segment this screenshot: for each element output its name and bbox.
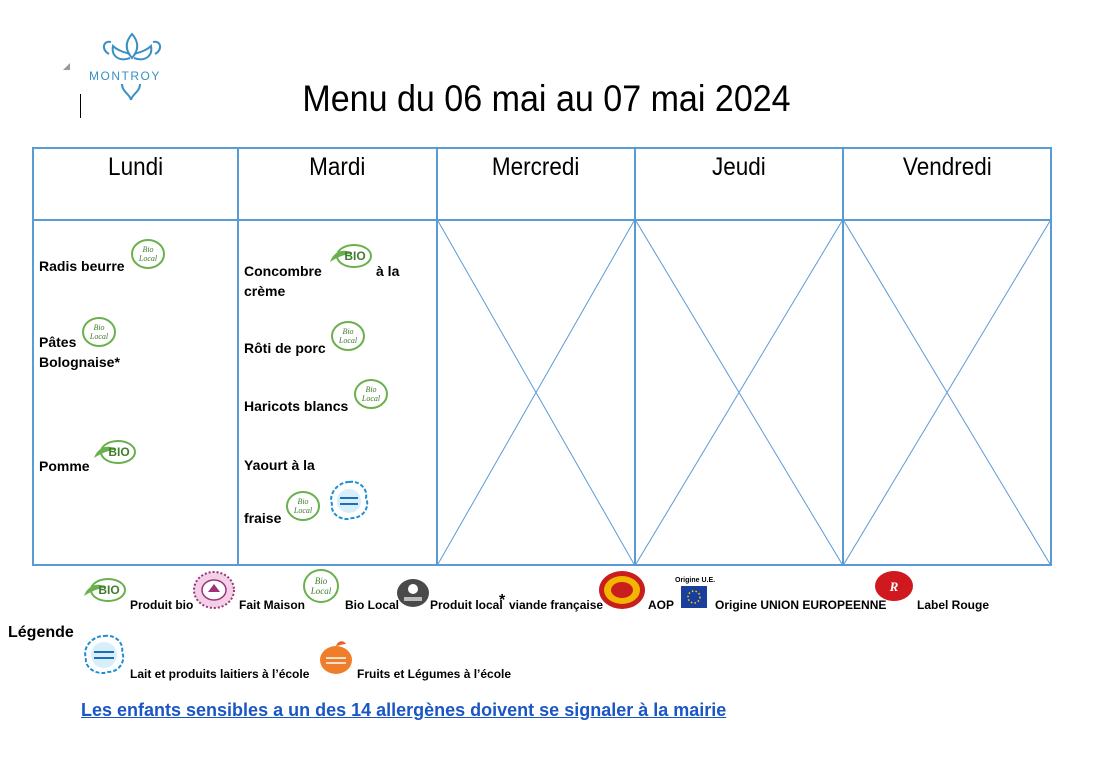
svg-text:BIO: BIO — [344, 249, 365, 263]
legend-fait-maison: Fait Maison — [239, 598, 306, 612]
eu-badge-label: Origine U.E. — [675, 577, 716, 584]
svg-text:Local: Local — [310, 586, 332, 596]
svg-text:Local: Local — [138, 254, 158, 263]
legend-origine-ue: Origine UNION EUROPEENNE — [715, 598, 887, 612]
jeudi-cell — [634, 219, 844, 566]
bio-local-icon: Bio Local — [131, 239, 165, 269]
dish-yaourt: Yaourt à la — [244, 457, 315, 473]
empty-day-cross — [636, 221, 842, 564]
bio-local-icon: Bio Local — [354, 379, 388, 409]
montroy-logo-icon — [103, 32, 161, 61]
legend-label-rouge: Label Rouge — [917, 598, 990, 612]
svg-text:Bio: Bio — [315, 576, 328, 586]
legend-lait: Lait et produits laitiers à l’école — [130, 667, 310, 681]
svg-text:Bio: Bio — [142, 245, 153, 254]
bio-icon: BIO — [84, 578, 126, 602]
legend-title: Légende — [8, 624, 74, 641]
svg-text:Local: Local — [338, 336, 358, 345]
svg-text:Local: Local — [293, 506, 313, 515]
legend-bio-local: Bio Local — [345, 598, 400, 612]
svg-text:Local: Local — [361, 394, 381, 403]
bio-local-icon: Bio Local — [303, 569, 339, 603]
page-title: Menu du 06 mai au 07 mai 2024 — [302, 78, 791, 119]
svg-text:BIO: BIO — [108, 445, 129, 459]
bio-icon: BIO — [330, 244, 372, 268]
text-cursor — [80, 94, 81, 118]
bio-icon: BIO — [94, 440, 136, 464]
eu-flag-icon — [681, 586, 707, 608]
svg-text:Bio: Bio — [93, 323, 104, 332]
lait-ecole-icon — [84, 634, 125, 674]
dish-fraise: fraise — [244, 510, 282, 526]
dish-radis-beurre: Radis beurre — [39, 258, 125, 274]
svg-text:BIO: BIO — [98, 583, 119, 597]
day-header-mercredi: Mercredi — [436, 147, 636, 221]
legend-produit-bio: Produit bio — [130, 598, 194, 612]
dish-haricots-blancs: Haricots blancs — [244, 398, 349, 414]
bio-local-icon: Bio Local — [82, 317, 116, 347]
bio-local-icon: Bio Local — [331, 321, 365, 351]
logo-bottom-icon — [121, 83, 141, 101]
svg-text:Bio: Bio — [297, 497, 308, 506]
legend-produit-local: Produit local — [430, 598, 503, 612]
svg-text:Local: Local — [89, 332, 109, 341]
day-header-mardi: Mardi — [237, 147, 438, 221]
lundi-cell — [32, 219, 239, 566]
dish-pomme: Pomme — [39, 458, 90, 474]
day-header-lundi: Lundi — [32, 147, 239, 221]
vendredi-cell — [842, 219, 1052, 566]
svg-text:Bio: Bio — [342, 327, 353, 336]
bio-local-icon: Bio Local — [286, 491, 320, 521]
allergens-notice-link[interactable]: Les enfants sensibles a un des 14 allerg… — [81, 700, 727, 720]
svg-text:Bio: Bio — [365, 385, 376, 394]
corner-mark — [63, 63, 70, 70]
dish-a-la: à la — [376, 263, 400, 279]
day-header-jeudi: Jeudi — [634, 147, 844, 221]
logo-text: MONTROY — [89, 69, 161, 83]
aop-icon — [599, 571, 645, 609]
legend-fruits: Fruits et Légumes à l’école — [357, 667, 512, 681]
legend-aop: AOP — [648, 598, 675, 612]
produit-local-icon — [397, 579, 429, 607]
legend-star: * — [499, 592, 506, 609]
svg-text:R: R — [889, 579, 899, 594]
day-header-vendredi: Vendredi — [842, 147, 1052, 221]
empty-day-cross — [438, 221, 634, 564]
mercredi-cell — [436, 219, 636, 566]
legend-viande: viande française — [509, 598, 604, 612]
fait-maison-icon — [193, 571, 235, 609]
dish-bolognaise: Bolognaise* — [39, 354, 120, 370]
empty-day-cross — [844, 221, 1050, 564]
dish-pates: Pâtes — [39, 334, 77, 350]
dish-concombre: Concombre — [244, 263, 322, 279]
fruits-legumes-icon — [320, 641, 352, 674]
menu-table: Lundi Mardi Mercredi Jeudi Vendredi — [32, 147, 1052, 566]
dish-creme: crème — [244, 283, 286, 299]
lait-ecole-icon — [330, 480, 369, 520]
label-rouge-icon: R — [875, 571, 913, 601]
dish-roti-de-porc: Rôti de porc — [244, 340, 326, 356]
